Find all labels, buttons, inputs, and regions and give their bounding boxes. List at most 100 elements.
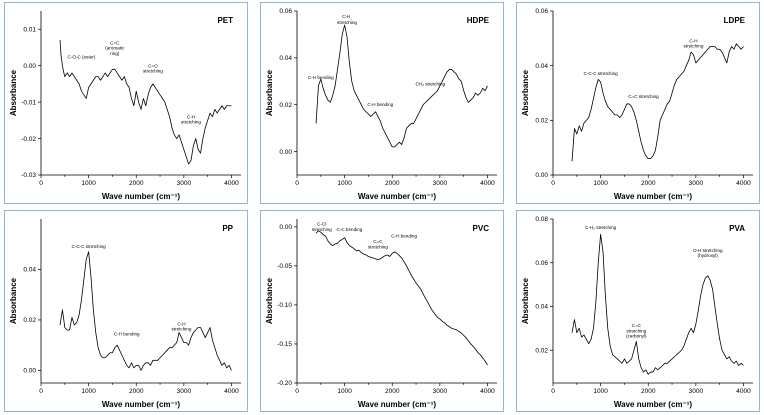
x-tick-label: 2000	[129, 388, 144, 395]
y-tick-label: -0.20	[277, 380, 292, 387]
y-axis-label: Absorbance	[9, 69, 18, 116]
x-tick-label: 3000	[177, 180, 192, 187]
x-tick-label: 3000	[433, 388, 448, 395]
x-axis-label: Wave number (cm⁻¹)	[102, 192, 180, 201]
chart-title: LDPE	[724, 16, 746, 25]
chart-svg-pvc: 0 1000 2000 3000 4000 -0.20 -0.15 -0.10 -0.05 0.0…	[265, 219, 497, 409]
x-tick-label: 0	[551, 388, 555, 395]
annotation-label: C-C-C stretching	[584, 71, 619, 76]
y-tick-label: 0.00	[279, 224, 292, 231]
x-tick-label: 2000	[129, 180, 144, 187]
x-tick-label: 0	[295, 180, 299, 187]
annotation-label: stretching	[312, 227, 332, 232]
y-tick-label: -0.15	[277, 341, 292, 348]
y-tick-label: 0.00	[279, 149, 292, 156]
y-tick-label: 0.02	[23, 317, 36, 324]
y-tick-label: 0.00	[535, 172, 548, 179]
chart-panel-pva: 0 1000 2000 3000 4000 0.02 0.04 0.06 0.08 Wave nu…	[516, 210, 760, 412]
annotation-label: C=C	[110, 41, 120, 46]
x-tick-label: 4000	[480, 388, 495, 395]
annotation-label: C-H	[187, 115, 195, 120]
spectrum-line	[571, 43, 744, 162]
y-tick-label: 0.02	[535, 347, 548, 354]
chart-panel-hdpe: 0 1000 2000 3000 4000 0.00 0.02 0.04 0.06 Wave nu…	[260, 2, 504, 204]
annotation-label: C-H₂	[342, 14, 352, 20]
chart-svg-pva: 0 1000 2000 3000 4000 0.02 0.04 0.06 0.08 Wave nu…	[521, 216, 753, 409]
y-tick-label: 0.06	[535, 260, 548, 267]
annotation-line: C-H	[342, 14, 350, 19]
x-axis-label: Wave number (cm⁻¹)	[614, 400, 692, 409]
y-axis-label: Absorbance	[265, 69, 274, 116]
x-tick-label: 3000	[177, 388, 192, 395]
annotation-label: C-H₂ stretching	[585, 225, 617, 230]
x-tick-label: 1000	[593, 388, 608, 395]
chart-panel-pvc: 0 1000 2000 3000 4000 -0.20 -0.15 -0.10 -0.05 0.0…	[260, 210, 504, 412]
x-tick-label: 1000	[593, 180, 608, 187]
x-tick-label: 3000	[689, 388, 704, 395]
annotation-label: (carbonyl)	[626, 334, 647, 339]
y-tick-label: 0.02	[279, 102, 292, 109]
x-tick-label: 4000	[224, 388, 239, 395]
x-tick-label: 2000	[385, 388, 400, 395]
annotation-label: ring)	[110, 51, 120, 56]
annotation-label: C-Cl	[317, 222, 326, 227]
annotation-label: C=O	[148, 63, 158, 68]
annotation-label: C-O-C (ester)	[68, 54, 96, 59]
y-tick-label: 0.04	[535, 304, 548, 311]
spectrum-line	[315, 230, 488, 366]
annotation-label: C-H bending	[367, 102, 393, 107]
x-tick-label: 0	[551, 180, 555, 187]
x-tick-label: 2000	[641, 388, 656, 395]
x-tick-label: 4000	[736, 388, 751, 395]
y-tick-label: -0.05	[277, 263, 292, 270]
annotation-label: stretching	[172, 327, 192, 332]
annotation-label: C-C-C stretching	[72, 244, 107, 249]
y-axis-label: Absorbance	[521, 69, 530, 116]
x-tick-label: 0	[39, 388, 43, 395]
x-tick-label: 4000	[224, 180, 239, 187]
chart-svg-ldpe: 0 1000 2000 3000 4000 0.00 0.02 0.04 0.06 Wave nu…	[521, 8, 753, 201]
x-tick-label: 2000	[641, 180, 656, 187]
chart-panel-pp: 0 1000 2000 3000 4000 0.00 0.02 0.04 Wave number…	[4, 210, 248, 412]
x-axis-label: Wave number (cm⁻¹)	[358, 400, 436, 409]
chart-title: PVC	[473, 224, 490, 233]
annotation-subscript: ₂	[350, 16, 352, 20]
annotation-label: C=C	[632, 323, 642, 328]
annotation-label: O-H stretching	[693, 248, 723, 253]
y-tick-label: -0.10	[277, 302, 292, 309]
annotation-label: stretching	[181, 120, 201, 125]
annotation-label: C-C bending	[336, 227, 362, 232]
x-tick-label: 3000	[689, 180, 704, 187]
annotation-label: C-H bending	[391, 233, 417, 238]
annotation-label: C=C	[373, 239, 383, 244]
x-axis-label: Wave number (cm⁻¹)	[614, 192, 692, 201]
annotation-label: stretching	[368, 244, 388, 249]
annotation-label: (hydroxyl)	[698, 253, 719, 258]
x-tick-label: 1000	[81, 388, 96, 395]
chart-svg-pet: 0 1000 2000 3000 4000 -0.03 -0.02 -0.01 0.00 0.01…	[9, 11, 241, 201]
chart-title: PET	[217, 16, 233, 25]
y-axis-label: Absorbance	[521, 277, 530, 324]
chart-panel-pet: 0 1000 2000 3000 4000 -0.03 -0.02 -0.01 0.00 0.01…	[4, 2, 248, 204]
y-axis-label: Absorbance	[9, 277, 18, 324]
annotation-label: stretching	[337, 20, 357, 25]
annotation-label: C-H bending	[308, 75, 334, 80]
annotation-label: stretching	[684, 44, 704, 49]
x-tick-label: 0	[295, 388, 299, 395]
spectrum-line	[59, 251, 232, 371]
x-tick-label: 0	[39, 180, 43, 187]
spectrum-line	[571, 233, 744, 375]
annotation-label: (aromatic	[105, 46, 125, 51]
y-tick-label: 0.01	[23, 26, 36, 33]
y-tick-label: 0.04	[535, 63, 548, 70]
x-tick-label: 1000	[81, 180, 96, 187]
annotation-label: C=C stretching	[628, 94, 659, 99]
x-tick-label: 1000	[337, 388, 352, 395]
y-tick-label: 0.00	[23, 63, 36, 70]
annotation-label: stretching	[626, 328, 646, 333]
chart-title: PP	[222, 224, 233, 233]
y-tick-label: 0.02	[535, 118, 548, 125]
y-tick-label: -0.01	[21, 99, 36, 106]
x-tick-label: 4000	[480, 180, 495, 187]
y-tick-label: -0.02	[21, 136, 36, 143]
